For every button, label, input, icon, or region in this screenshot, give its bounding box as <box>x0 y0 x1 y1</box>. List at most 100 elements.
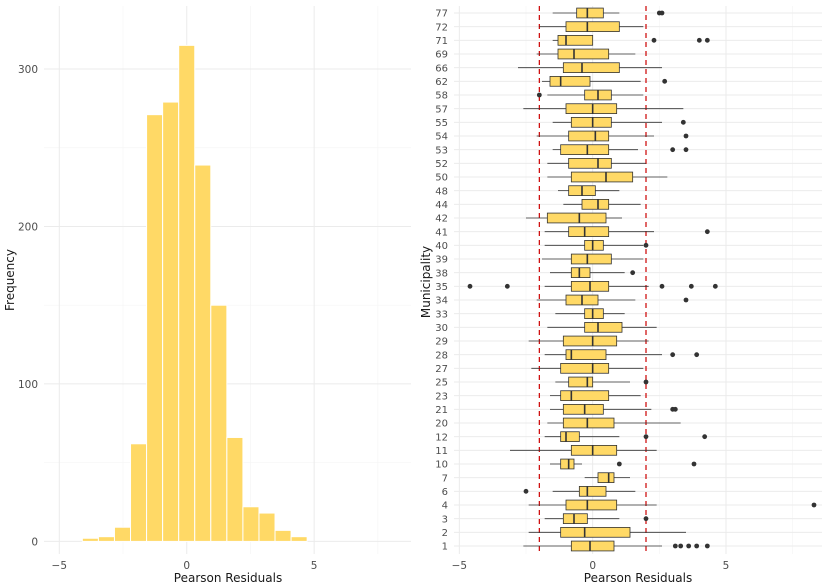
box-iqr <box>562 335 618 347</box>
box-iqr <box>570 445 618 456</box>
y-tick-label: 69 <box>435 50 448 61</box>
box-iqr <box>570 267 591 278</box>
histogram-bar <box>146 114 164 542</box>
outlier-point <box>680 119 686 125</box>
box-municipality-42 <box>526 212 622 224</box>
y-tick-label: 29 <box>435 337 448 348</box>
y-tick-label: 1 <box>442 542 448 553</box>
outlier-point <box>683 297 689 303</box>
histogram-bar <box>162 101 180 542</box>
box-municipality-29 <box>528 335 649 347</box>
box-municipality-23 <box>550 390 641 401</box>
box-iqr <box>560 527 631 538</box>
y-tick-label: 21 <box>435 405 448 416</box>
histogram-bar <box>242 506 260 542</box>
outlier-point <box>691 461 697 467</box>
box-municipality-28 <box>544 349 700 360</box>
y-tick-label: 2 <box>442 528 448 539</box>
outlier-point <box>670 147 676 153</box>
y-tick-label: 62 <box>435 77 448 88</box>
histogram-y-ticks: 0 100 200 300 <box>18 64 38 548</box>
boxplot-panel: −5 0 5 12346710111220212325272829303334353… <box>419 6 822 585</box>
box-municipality-7 <box>584 472 630 483</box>
outlier-point <box>683 133 689 139</box>
box-iqr <box>565 349 607 360</box>
box-iqr <box>570 171 634 183</box>
y-tick-label: 4 <box>442 501 448 512</box>
outlier-point <box>523 488 529 494</box>
y-tick-label: 48 <box>435 186 448 197</box>
y-tick-label: 200 <box>18 221 38 233</box>
box-municipality-55 <box>552 117 686 128</box>
outlier-point <box>670 352 676 358</box>
box-municipality-48 <box>558 185 620 196</box>
box-municipality-41 <box>544 226 710 237</box>
x-tick-label: 0 <box>589 560 596 572</box>
histogram-y-axis-title: Frequency <box>3 249 17 311</box>
box-iqr <box>581 199 610 210</box>
box-iqr <box>560 458 575 470</box>
outlier-point <box>686 543 692 549</box>
box-municipality-20 <box>547 417 681 429</box>
y-tick-label: 7 <box>442 473 448 484</box>
y-tick-label: 27 <box>435 364 448 375</box>
box-iqr <box>549 76 591 87</box>
outlier-point <box>683 147 689 153</box>
outlier-point <box>672 406 678 412</box>
box-iqr <box>560 144 610 155</box>
y-tick-label: 42 <box>435 214 448 225</box>
outlier-point <box>696 37 702 43</box>
outlier-point <box>672 543 678 549</box>
outlier-point <box>659 10 665 16</box>
outlier-point <box>659 283 665 289</box>
box-iqr <box>570 253 612 265</box>
box-iqr <box>557 35 594 46</box>
box-iqr <box>584 322 623 333</box>
box-iqr <box>562 417 615 429</box>
histogram-bar <box>194 164 212 542</box>
box-iqr <box>570 117 612 128</box>
box-iqr <box>568 226 610 237</box>
outlier-point <box>616 461 622 467</box>
box-municipality-30 <box>547 322 657 333</box>
box-municipality-66 <box>518 62 662 73</box>
y-tick-label: 39 <box>435 255 448 266</box>
y-tick-label: 10 <box>435 460 448 471</box>
box-municipality-50 <box>547 171 668 183</box>
outlier-point <box>504 283 510 289</box>
box-municipality-52 <box>547 158 646 169</box>
y-tick-label: 33 <box>435 309 448 320</box>
box-municipality-12 <box>544 431 708 442</box>
box-iqr <box>597 472 615 483</box>
y-tick-label: 66 <box>435 63 448 74</box>
boxplot-x-axis-title: Pearson Residuals <box>584 571 692 585</box>
y-tick-label: 44 <box>435 200 448 211</box>
box-municipality-77 <box>552 7 665 19</box>
box-municipality-6 <box>523 486 636 497</box>
box-municipality-33 <box>555 308 625 319</box>
y-tick-label: 34 <box>435 296 448 307</box>
outlier-point <box>651 37 657 43</box>
box-municipality-69 <box>536 48 636 60</box>
histogram-bar <box>210 304 228 542</box>
box-municipality-21 <box>550 404 678 415</box>
box-municipality-40 <box>544 240 649 251</box>
boxplot-boxes <box>467 7 817 552</box>
y-tick-label: 28 <box>435 350 448 361</box>
y-tick-label: 300 <box>18 64 38 76</box>
box-municipality-27 <box>531 363 644 374</box>
box-iqr <box>570 540 615 552</box>
boxplot-y-axis-title: Municipality <box>419 246 433 318</box>
outlier-point <box>688 283 694 289</box>
box-municipality-62 <box>542 76 668 87</box>
box-municipality-57 <box>523 103 684 114</box>
x-tick-label: 0 <box>183 560 190 572</box>
box-municipality-35 <box>467 281 718 292</box>
y-tick-label: 58 <box>435 91 448 102</box>
box-municipality-72 <box>539 21 644 32</box>
box-iqr <box>578 486 607 497</box>
y-tick-label: 100 <box>18 379 38 391</box>
box-iqr <box>576 7 604 19</box>
y-tick-label: 72 <box>435 22 448 33</box>
